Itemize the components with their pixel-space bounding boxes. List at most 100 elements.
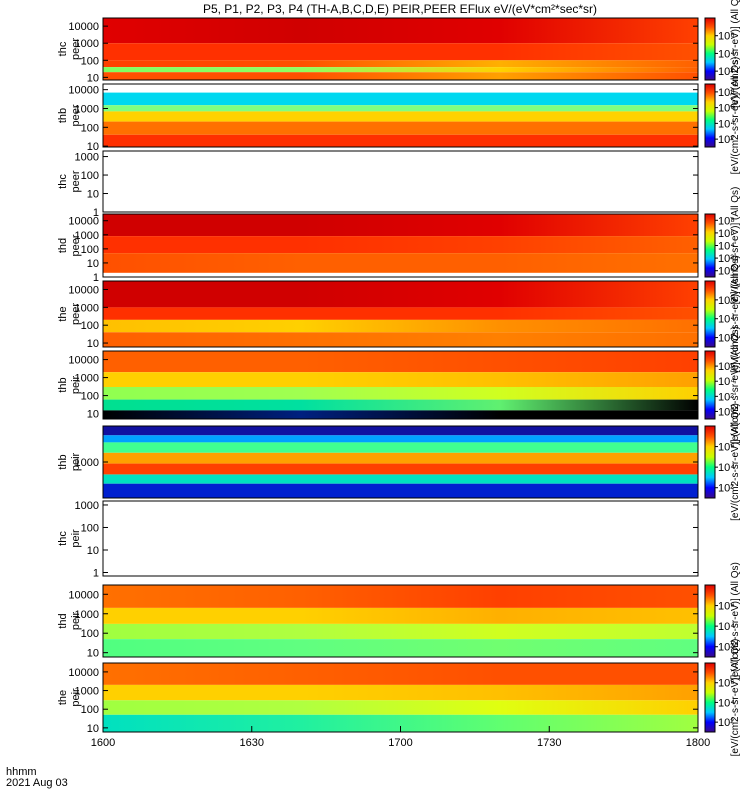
- y-tick-label: 10: [87, 258, 99, 270]
- panel-frame: [102, 500, 699, 577]
- y-tick-label: 10000: [68, 355, 99, 367]
- y-tick-label: 1000: [75, 152, 99, 164]
- colorbar-tick-label: 10⁴: [718, 621, 735, 633]
- panel-y-label: peer: [70, 170, 82, 192]
- colorbar-label: [eV/(cm2-s-sr-eV)] (All Qs): [730, 57, 741, 175]
- panel-thb-peir-6: 1000 thb peir 10⁶ 10⁴ 10²[eV/(cm2-s-sr-eV)] (…: [57, 403, 741, 521]
- heatmap-band: [103, 372, 698, 387]
- heatmap-band: [103, 410, 698, 419]
- y-tick-label: 1000: [75, 609, 99, 621]
- y-tick-label: 1: [93, 568, 99, 580]
- heatmap-band: [103, 700, 698, 715]
- x-axis: 1600 1630 1700 1730 1800: [91, 726, 710, 749]
- y-tick-label: 10000: [68, 285, 99, 297]
- panel-y-label: thc: [57, 531, 69, 546]
- colorbar-tick-label: 10⁰: [718, 406, 735, 418]
- heatmap-band: [103, 399, 698, 411]
- y-tick-label: 10000: [68, 589, 99, 601]
- panel-y-label: peir: [70, 611, 82, 630]
- y-tick-label: 1000: [75, 686, 99, 698]
- y-tick-label: 1: [93, 272, 99, 284]
- colorbar-tick-label: 10⁴: [718, 241, 735, 253]
- y-tick-label: 100: [81, 628, 99, 640]
- heatmap-band: [103, 684, 698, 701]
- panel-y-label: thd: [57, 613, 69, 628]
- date-label: 2021 Aug 03: [6, 777, 68, 789]
- y-tick-label: 10: [87, 545, 99, 557]
- panel-y-label: peir: [70, 452, 82, 471]
- heatmap-band: [103, 452, 698, 464]
- heatmap-band: [103, 72, 698, 80]
- panel-frame: [102, 17, 699, 81]
- heatmap-band: [103, 43, 698, 61]
- y-tick-label: 1: [93, 207, 99, 219]
- heatmap-band: [103, 351, 698, 373]
- colorbar: [704, 662, 716, 733]
- heatmap-band: [103, 236, 698, 253]
- heatmap-band: [103, 639, 698, 657]
- y-tick-label: 1000: [75, 500, 99, 512]
- colorbar-tick-label: 10⁴: [718, 697, 735, 709]
- y-tick-label: 10: [87, 648, 99, 660]
- y-tick-label: 100: [81, 122, 99, 134]
- colorbar-label: [eV/(cm2-s-sr-eV)] (All Qs): [730, 326, 741, 444]
- heatmap-band: [103, 387, 698, 400]
- colorbar-tick-label: 10⁴: [718, 118, 735, 130]
- heatmap-band: [103, 92, 698, 106]
- panel-y-label: thc: [57, 41, 69, 56]
- panel-y-label: thb: [57, 108, 69, 123]
- colorbar-tick-label: 10⁶: [718, 228, 735, 240]
- panel-frame: [102, 150, 699, 213]
- y-tick-label: 10000: [68, 85, 99, 97]
- panel-frame: [102, 584, 699, 658]
- heatmap-band: [103, 18, 698, 44]
- colorbar-tick-label: 10⁰: [718, 266, 735, 278]
- heatmap-band: [103, 607, 698, 624]
- colorbar-tick-label: 10²: [718, 483, 734, 495]
- panel-frame: [102, 350, 699, 420]
- y-tick-label: 1000: [75, 230, 99, 242]
- colorbar-tick-label: 10²: [718, 66, 734, 78]
- figure-title: P5, P1, P2, P3, P4 (TH-A,B,C,D,E) PEIR,P…: [203, 2, 597, 16]
- colorbar-tick-label: 10⁶: [718, 442, 735, 454]
- heatmap-band: [103, 663, 698, 685]
- colorbar-tick-label: 10⁶: [718, 678, 735, 690]
- panel-the-peer-4: 10 100 1000 10000 the peer 10⁶ 10⁴ 10²[eV/(cm2-s…: [57, 255, 741, 373]
- colorbar-tick-label: 10⁶: [718, 103, 735, 115]
- panel-frame: [102, 280, 699, 348]
- heatmap-band: [103, 214, 698, 237]
- panel-y-label: peir: [70, 688, 82, 707]
- y-tick-label: 100: [81, 704, 99, 716]
- colorbar-label: [eV/(cm2-s-sr-eV)] (All Qs): [730, 187, 741, 305]
- heatmap-band: [103, 442, 698, 453]
- panel-y-label: the: [57, 690, 69, 705]
- heatmap-band: [103, 134, 698, 147]
- panel-thd-peir-8: 10 100 1000 10000 thd peir 10⁶ 10⁴ 10²[eV/(cm2-s…: [57, 562, 741, 680]
- y-tick-label: 10: [87, 189, 99, 201]
- x-tick-label: 1800: [686, 737, 710, 749]
- y-tick-label: 1000: [75, 457, 99, 469]
- colorbar: [704, 584, 716, 658]
- colorbar-tick-label: 10²: [718, 642, 734, 654]
- colorbar: [704, 83, 716, 148]
- heatmap-band: [103, 67, 698, 73]
- colorbar-label: [eV/(cm2-s-sr-eV)] (All Qs): [730, 639, 741, 757]
- panel-y-label: peer: [70, 38, 82, 60]
- y-tick-label: 10000: [68, 667, 99, 679]
- heatmap-band: [103, 623, 698, 639]
- colorbar: [704, 17, 716, 81]
- colorbar-tick-label: 10⁴: [718, 462, 735, 474]
- y-tick-label: 10: [87, 141, 99, 153]
- heatmap-band: [103, 483, 698, 498]
- panel-thb-peir-5: 10 100 1000 10000 thb peir 10⁶ 10⁴ 10² 10⁰[eV/(cm…: [57, 326, 741, 444]
- colorbar-tick-label: 10⁶: [718, 601, 735, 613]
- colorbar-tick-label: 10²: [718, 391, 734, 403]
- panel-y-label: peir: [70, 529, 82, 548]
- heatmap-band: [103, 332, 698, 347]
- heatmap-band: [103, 435, 698, 443]
- panel-frame: [102, 213, 699, 278]
- panel-y-label: peer: [70, 104, 82, 126]
- y-tick-label: 10: [87, 72, 99, 84]
- heatmap-band: [103, 253, 698, 273]
